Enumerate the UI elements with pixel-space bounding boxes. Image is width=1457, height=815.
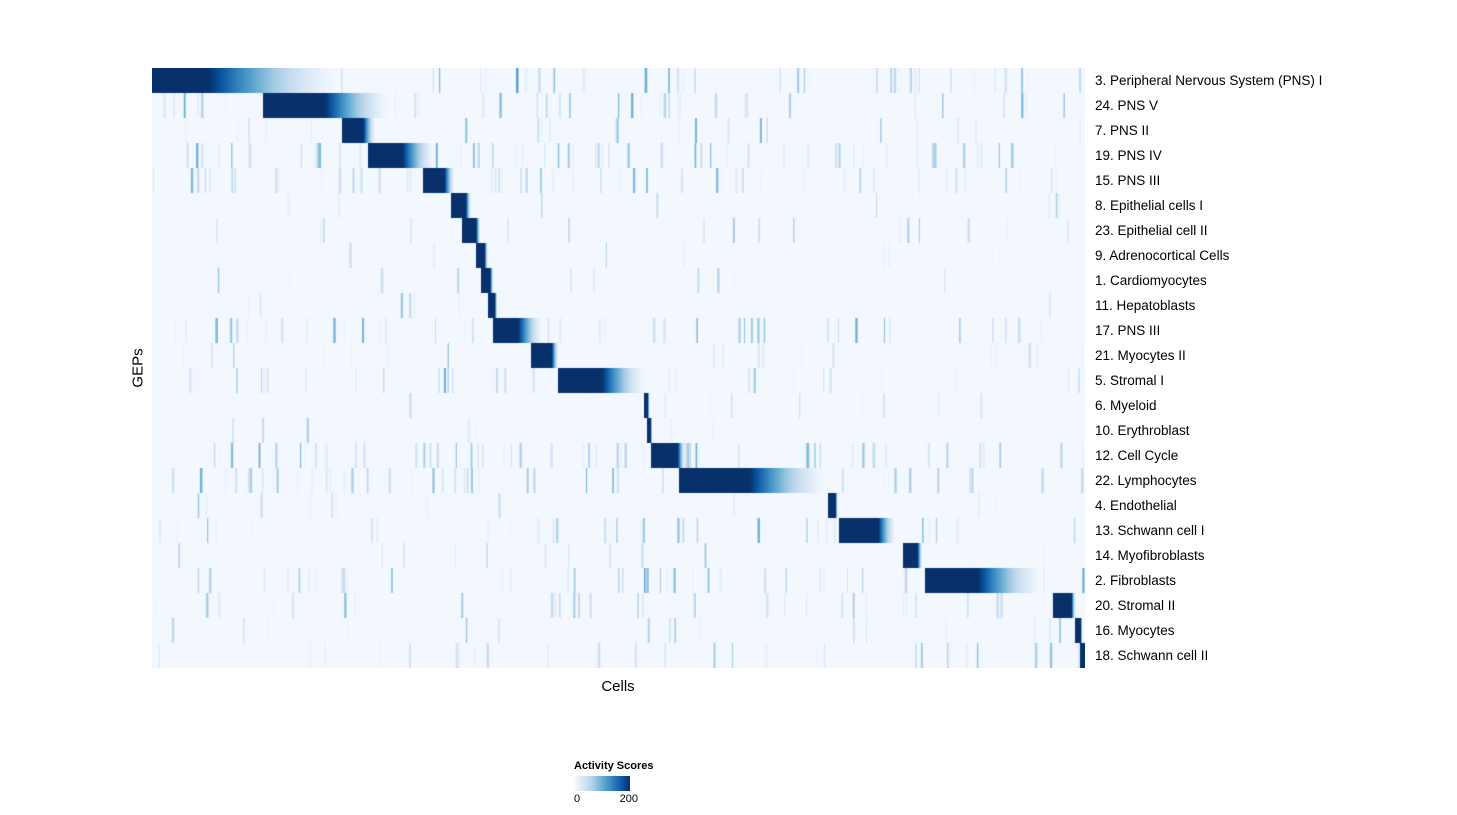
colorbar-legend: Activity Scores 0 200 xyxy=(574,760,653,805)
row-label: 14. Myofibroblasts xyxy=(1095,548,1205,563)
heatmap-canvas xyxy=(152,68,1085,668)
row-label: 11. Hepatoblasts xyxy=(1095,298,1196,313)
legend-title: Activity Scores xyxy=(574,760,654,772)
row-label: 22. Lymphocytes xyxy=(1095,473,1197,488)
row-label: 13. Schwann cell I xyxy=(1095,523,1205,538)
row-label: 12. Cell Cycle xyxy=(1095,448,1179,463)
row-label: 10. Erythroblast xyxy=(1095,423,1190,438)
legend-max-label: 200 xyxy=(619,793,638,805)
row-label: 8. Epithelial cells I xyxy=(1095,198,1204,213)
row-label: 7. PNS II xyxy=(1095,123,1150,138)
row-label: 15. PNS III xyxy=(1095,173,1161,188)
row-label: 3. Peripheral Nervous System (PNS) I xyxy=(1095,73,1323,88)
row-label: 5. Stromal I xyxy=(1095,373,1165,388)
row-label: 2. Fibroblasts xyxy=(1095,573,1177,588)
legend-ticks: 0 200 xyxy=(574,793,638,805)
row-labels-container: 3. Peripheral Nervous System (PNS) I 24. … xyxy=(1095,68,1322,668)
row-label: 16. Myocytes xyxy=(1095,623,1175,638)
legend-min-label: 0 xyxy=(574,793,581,805)
row-label: 4. Endothelial xyxy=(1095,498,1177,513)
row-label: 21. Myocytes II xyxy=(1095,348,1186,363)
row-label: 19. PNS IV xyxy=(1095,148,1162,163)
row-label: 18. Schwann cell II xyxy=(1095,648,1209,663)
row-label: 20. Stromal II xyxy=(1095,598,1176,613)
row-label: 17. PNS III xyxy=(1095,323,1161,338)
row-label: 1. Cardiomyocytes xyxy=(1095,273,1207,288)
legend-gradient-bar xyxy=(574,776,630,791)
row-label: 23. Epithelial cell II xyxy=(1095,223,1208,238)
y-axis-label: GEPs xyxy=(129,348,147,388)
row-label: 24. PNS V xyxy=(1095,98,1159,113)
row-label: 9. Adrenocortical Cells xyxy=(1095,248,1230,263)
row-label: 6. Myeloid xyxy=(1095,398,1157,413)
x-axis-label: Cells xyxy=(601,678,635,695)
